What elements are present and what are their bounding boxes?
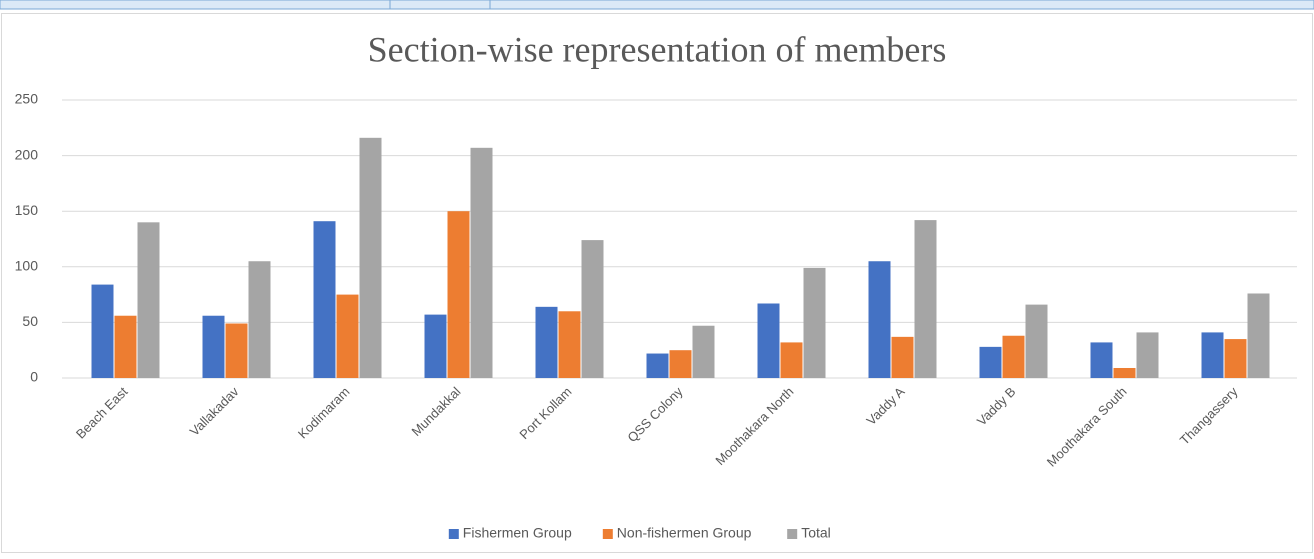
y-tick-label: 0 <box>30 369 38 385</box>
y-tick-label: 50 <box>22 313 38 329</box>
chart-frame <box>1 13 1313 553</box>
bar <box>1025 304 1048 378</box>
bar <box>336 294 359 378</box>
bar <box>1224 339 1247 378</box>
bar <box>1113 367 1136 378</box>
bar <box>1090 342 1113 378</box>
bar <box>891 336 914 378</box>
bar <box>447 211 470 378</box>
bar <box>424 314 447 378</box>
legend-label: Total <box>801 525 831 541</box>
y-tick-label: 200 <box>15 146 39 162</box>
bar <box>535 306 558 378</box>
bar <box>1247 293 1270 378</box>
bar <box>558 311 581 378</box>
bar <box>803 267 826 378</box>
bar <box>757 303 780 378</box>
bar <box>868 261 891 378</box>
legend-swatch <box>448 529 459 539</box>
bar <box>225 323 248 378</box>
bar <box>359 137 382 378</box>
bar <box>646 353 669 378</box>
bar <box>202 315 225 378</box>
table-edge <box>0 0 1314 10</box>
y-tick-label: 250 <box>15 91 39 107</box>
bar <box>248 261 271 378</box>
chart-title: Section-wise representation of members <box>368 29 947 69</box>
bar <box>979 346 1002 378</box>
legend-swatch <box>787 529 798 539</box>
bar <box>470 147 493 378</box>
legend-swatch <box>602 529 613 539</box>
y-tick-label: 100 <box>15 258 39 274</box>
bar <box>313 221 336 378</box>
bar <box>137 222 160 378</box>
bar <box>91 284 114 378</box>
bar <box>780 342 803 378</box>
bar <box>114 315 137 378</box>
legend-label: Fishermen Group <box>463 525 572 541</box>
bar <box>692 325 715 378</box>
bar <box>1136 332 1159 378</box>
legend-label: Non-fishermen Group <box>617 525 752 541</box>
bar <box>914 220 937 378</box>
bar <box>1002 335 1025 378</box>
bar <box>669 350 692 378</box>
bar <box>1201 332 1224 378</box>
y-tick-label: 150 <box>15 202 39 218</box>
bar <box>581 240 604 378</box>
